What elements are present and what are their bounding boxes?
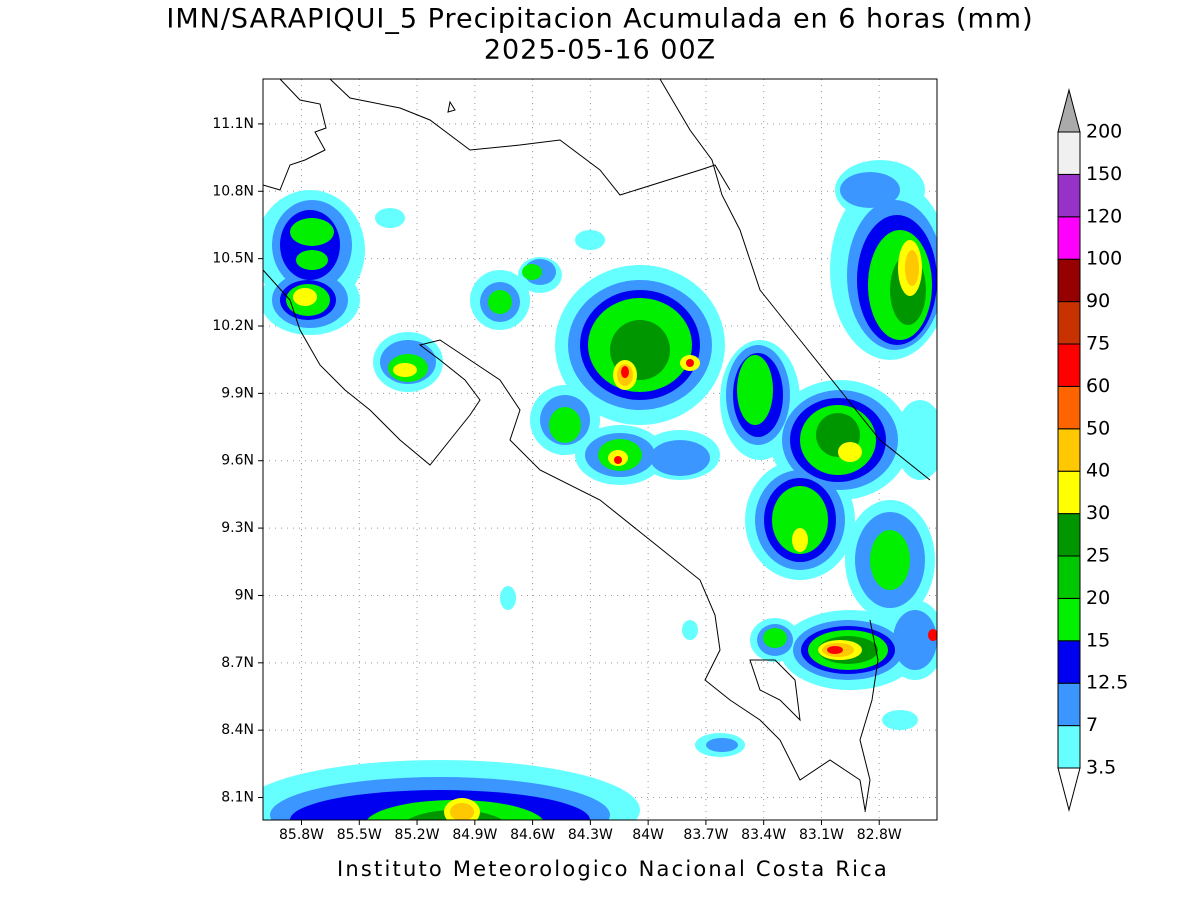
colorbar-box [1057,343,1081,387]
x-tick-label: 85.2W [395,827,440,843]
y-tick-label: 9.9N [221,385,254,401]
x-tick-label: 84.3W [568,827,613,843]
colorbar-box [1057,131,1081,175]
colorbar-box [1057,470,1081,515]
colorbar-box [1057,173,1081,218]
colorbar-box [1057,513,1081,557]
colorbar-label: 15 [1086,629,1110,651]
colorbar-label: 150 [1086,163,1122,185]
x-tick-label: 83.1W [799,827,844,843]
colorbar-over [1057,88,1081,133]
colorbar-label: 30 [1086,502,1110,524]
y-tick-label: 10.8N [212,183,254,199]
y-tick-label: 9.3N [221,520,254,536]
colorbar-box [1057,682,1081,727]
coastlines [263,79,931,813]
colorbar-box [1057,258,1081,303]
colorbar-label: 90 [1086,290,1110,312]
colorbar-box [1057,555,1081,599]
colorbar-box [1057,216,1081,260]
subtitle: 2025-05-16 00Z [484,35,716,66]
rain-cells [263,160,937,820]
footer: Instituto Meteorologico Nacional Costa R… [337,857,889,881]
colorbar-box [1057,640,1081,684]
colorbar-label: 75 [1086,333,1110,355]
x-tick-label: 85.5W [337,827,382,843]
y-tick-label: 10.2N [212,318,254,334]
x-tick-label: 85.8W [279,827,324,843]
colorbar-label: 50 [1086,417,1110,439]
colorbar-label: 120 [1086,205,1122,227]
colorbar: 3.5 7 12.5 15 20 25 30 40 50 60 75 90 100 120 150 200 [1057,88,1128,812]
x-tick-label: 82.8W [857,827,902,843]
y-tick-label: 9.6N [221,453,254,469]
colorbar-label: 60 [1086,375,1110,397]
colorbar-box [1057,428,1081,472]
colorbar-box [1057,597,1081,642]
x-tick-label: 84.6W [510,827,555,843]
precipitation-field [263,79,937,820]
colorbar-label: 20 [1086,587,1110,609]
colorbar-label: 25 [1086,545,1110,567]
y-tick-label: 9N [235,587,254,603]
colorbar-label: 40 [1086,460,1110,482]
y-tick-label: 8.7N [221,655,254,671]
colorbar-box [1057,301,1081,345]
colorbar-label: 3.5 [1086,757,1116,779]
colorbar-label: 7 [1086,714,1098,736]
colorbar-box [1057,725,1081,769]
map-frame [262,78,938,821]
y-tick-label: 8.1N [221,790,254,806]
colorbar-label: 12.5 [1086,672,1128,694]
x-tick-label: 84W [632,827,664,843]
x-tick-label: 83.4W [741,827,786,843]
y-tick-label: 10.5N [212,251,254,267]
title: IMN/SARAPIQUI_5 Precipitacion Acumulada … [166,4,1033,35]
colorbar-under [1057,767,1081,812]
x-tick-label: 84.9W [452,827,497,843]
colorbar-box [1057,385,1081,430]
x-tick-label: 83.7W [683,827,728,843]
colorbar-label: 200 [1086,121,1122,143]
colorbar-label: 100 [1086,248,1122,270]
y-tick-label: 11.1N [212,116,254,132]
y-tick-label: 8.4N [221,722,254,738]
